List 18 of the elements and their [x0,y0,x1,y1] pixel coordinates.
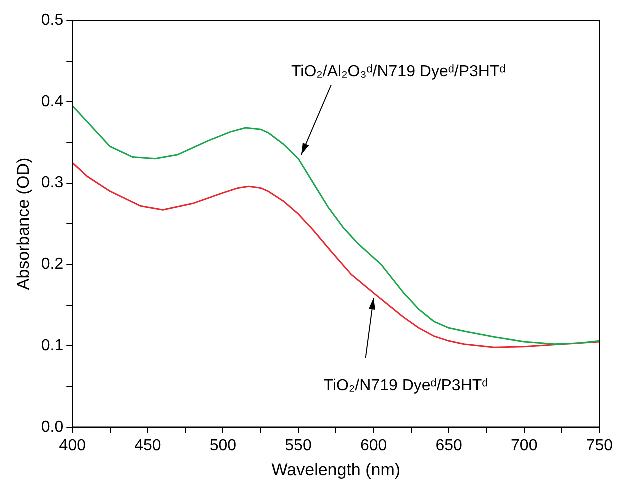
x-axis-title: Wavelength (nm) [272,460,401,480]
y-tick-label: 0.3 [41,174,64,192]
text: TiO₂/Al₂O₃ᵈ/N719 Dyeᵈ/P3HTᵈ [292,63,506,80]
y-axis-title: Absorbance (OD) [14,158,33,290]
series-label: TiO₂/N719 Dyeᵈ/P3HTᵈ [324,378,488,395]
x-tick-label: 700 [511,437,538,454]
y-tick-label: 0.4 [41,93,64,110]
x-tick-label: 400 [59,437,86,454]
x-tick-label: 550 [285,437,312,454]
x-tick-label: 500 [210,437,237,454]
y-tick-label: 0.5 [41,12,64,30]
y-tick-label: 0.2 [41,256,64,274]
x-tick-label: 600 [360,437,388,454]
x-tick-label: 650 [436,437,463,454]
y-tick-label: 0.0 [41,418,64,436]
x-tick-label: 450 [134,437,162,454]
x-tick-label: 750 [586,437,614,454]
y-tick-label: 0.1 [41,337,64,354]
